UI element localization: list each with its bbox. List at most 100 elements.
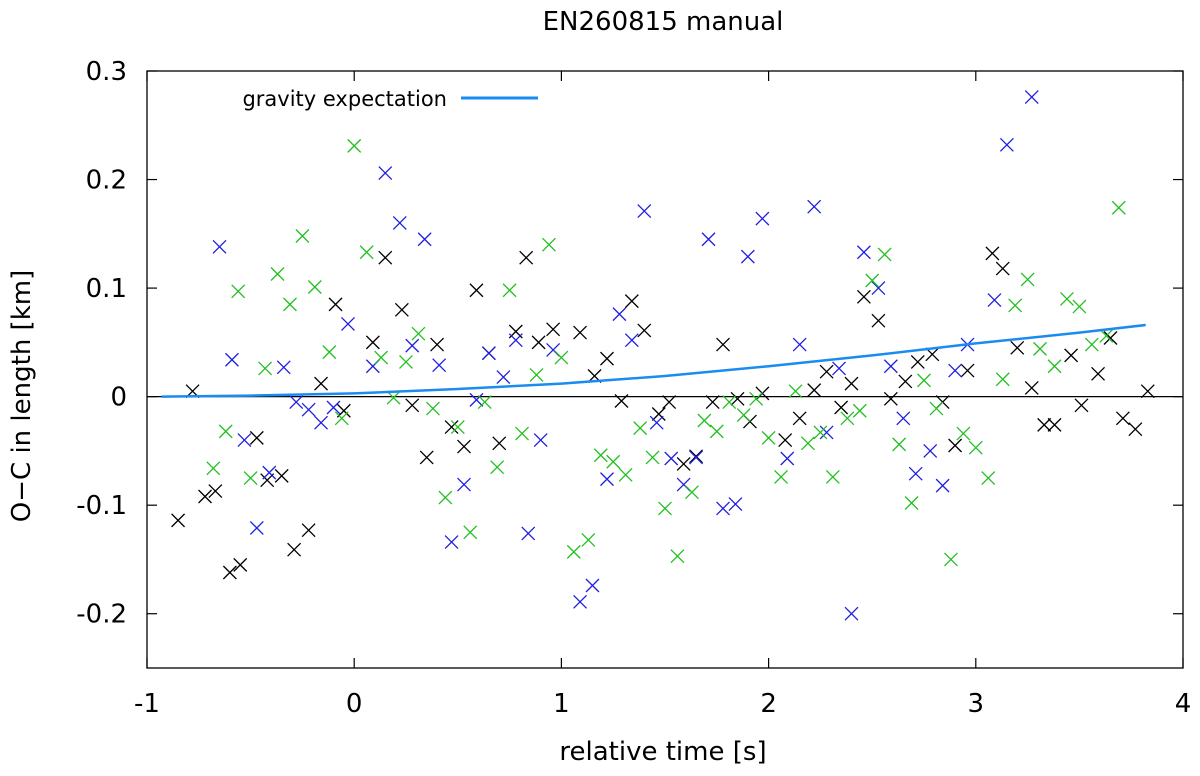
- data-point-black: [419, 450, 434, 465]
- data-point-black: [730, 391, 745, 406]
- data-point-green: [593, 448, 608, 463]
- data-point-green: [968, 440, 983, 455]
- data-point-green: [1008, 298, 1023, 313]
- data-point-blue: [689, 450, 704, 465]
- data-point-green: [347, 138, 362, 153]
- data-point-green: [450, 420, 465, 434]
- data-point-green: [243, 471, 258, 486]
- data-point-black: [792, 411, 807, 426]
- data-point-green: [334, 411, 349, 426]
- data-point-green: [749, 391, 764, 406]
- data-point-black: [492, 436, 507, 451]
- data-point-blue: [237, 433, 252, 448]
- data-point-green: [411, 326, 426, 341]
- data-point-black: [856, 289, 871, 304]
- data-point-green: [295, 229, 310, 243]
- data-point-black: [519, 250, 534, 265]
- data-point-green: [825, 470, 840, 484]
- data-point-blue: [496, 370, 511, 385]
- data-point-black: [233, 557, 248, 572]
- data-point-green: [1111, 200, 1126, 215]
- data-point-black: [676, 456, 691, 471]
- data-point-green: [529, 367, 544, 382]
- data-points: [171, 90, 1155, 621]
- x-tick-label: 4: [1175, 689, 1192, 719]
- data-point-green: [463, 525, 478, 540]
- data-point-green: [761, 430, 776, 445]
- data-point-black: [819, 364, 834, 379]
- data-point-blue: [469, 392, 484, 407]
- data-point-black: [430, 337, 445, 352]
- data-point-green: [490, 460, 505, 475]
- data-point-black: [844, 376, 859, 391]
- data-point-green: [1084, 337, 1099, 352]
- data-point-black: [336, 403, 351, 418]
- plot-frame: [146, 70, 1184, 669]
- data-point-green: [307, 280, 322, 294]
- data-point-green: [374, 350, 389, 365]
- data-point-green: [270, 267, 285, 281]
- y-tick-label: 0: [110, 383, 127, 413]
- data-point-black: [995, 261, 1010, 276]
- data-point-green: [515, 426, 529, 441]
- data-point-green: [852, 403, 867, 418]
- data-point-green: [206, 461, 221, 476]
- data-point-green: [542, 237, 556, 252]
- data-point-blue: [600, 472, 614, 487]
- data-point-blue: [740, 249, 755, 264]
- x-axis-title: relative time [s]: [559, 737, 766, 767]
- data-point-black: [457, 439, 471, 454]
- data-point-green: [684, 485, 699, 500]
- data-point-green: [1047, 359, 1062, 374]
- y-tick-label: 0.1: [86, 274, 127, 304]
- data-point-blue: [481, 346, 496, 361]
- data-point-green: [697, 413, 712, 428]
- data-point-blue: [508, 333, 523, 348]
- data-point-green: [231, 284, 246, 299]
- data-point-green: [840, 411, 855, 426]
- data-point-blue: [755, 211, 770, 226]
- data-point-blue: [585, 578, 600, 593]
- data-point-black: [1140, 384, 1155, 399]
- data-point-black: [1037, 417, 1052, 432]
- gravity-curve-layer: [161, 323, 1146, 398]
- data-point-blue: [896, 411, 911, 426]
- data-point-blue: [819, 425, 834, 440]
- data-point-blue: [533, 433, 548, 448]
- data-point-green: [709, 424, 724, 439]
- data-point-blue: [444, 535, 459, 550]
- data-point-black: [378, 250, 393, 265]
- data-point-green: [981, 471, 996, 486]
- data-point-blue: [392, 216, 407, 230]
- data-point-blue: [871, 281, 886, 296]
- data-point-blue: [908, 466, 923, 481]
- data-point-blue: [289, 395, 304, 410]
- data-point-blue: [341, 316, 355, 331]
- data-point-blue: [649, 415, 664, 430]
- data-point-black: [1064, 348, 1079, 363]
- data-point-blue: [326, 400, 341, 415]
- data-point-black: [600, 351, 614, 366]
- data-point-green: [386, 390, 401, 405]
- data-point-blue: [432, 358, 447, 373]
- data-point-blue: [212, 239, 227, 254]
- data-point-black: [249, 430, 264, 445]
- data-point-green: [359, 245, 374, 260]
- data-point-green: [1020, 272, 1035, 287]
- chart-title: EN260815 manual: [543, 7, 784, 37]
- data-point-blue: [780, 451, 795, 466]
- data-point-blue: [249, 521, 264, 535]
- data-point-green: [554, 350, 569, 365]
- data-point-black: [1047, 417, 1062, 432]
- data-point-green: [917, 373, 931, 388]
- data-point-blue: [276, 360, 291, 375]
- data-point-black: [405, 398, 420, 413]
- data-point-black: [222, 565, 237, 580]
- data-point-black: [260, 473, 275, 488]
- data-point-green: [477, 395, 492, 410]
- data-point-blue: [701, 232, 716, 247]
- data-point-blue: [521, 526, 536, 541]
- data-point-black: [834, 400, 849, 415]
- y-tick-label: -0.2: [76, 600, 127, 630]
